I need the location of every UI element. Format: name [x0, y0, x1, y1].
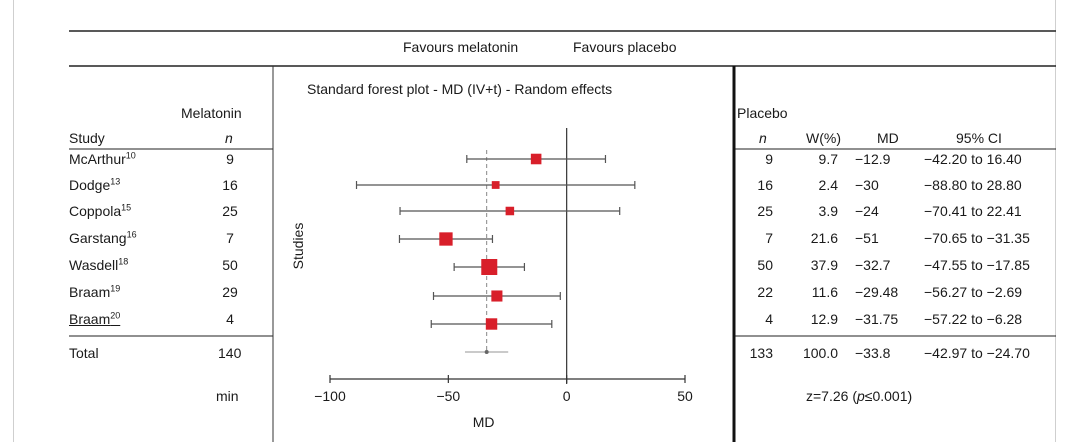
study-label: Braam	[69, 311, 111, 327]
confidence-interval: −56.27 to −2.69	[924, 284, 1023, 300]
pooled-marker	[484, 350, 489, 354]
study-name: Coppola15	[69, 203, 131, 219]
study-label: Coppola	[69, 203, 122, 219]
weight: 21.6	[810, 230, 838, 246]
ci-header: 95% CI	[956, 130, 1002, 146]
total-n-placebo: 133	[749, 345, 773, 361]
n-placebo: 7	[765, 230, 773, 246]
confidence-interval: −70.65 to −31.35	[924, 230, 1030, 246]
study-reference: 10	[125, 150, 136, 161]
y-axis-label: Studies	[290, 223, 306, 270]
n-placebo-header: n	[759, 130, 767, 146]
confidence-interval: −57.22 to −6.28	[924, 311, 1023, 327]
favours-placebo-label: Favours placebo	[573, 39, 677, 55]
study-label: McArthur	[69, 151, 126, 167]
mean-difference: −51	[855, 230, 879, 246]
mean-difference: −24	[855, 203, 879, 219]
study-label: Wasdell	[69, 257, 119, 273]
n-melatonin: 9	[226, 151, 234, 167]
n-melatonin: 7	[226, 230, 234, 246]
study-reference: 16	[126, 229, 137, 240]
favours-melatonin-label: Favours melatonin	[403, 39, 519, 55]
study-name: Garstang16	[69, 230, 137, 246]
confidence-interval: −70.41 to 22.41	[924, 203, 1022, 219]
study-reference: 20	[110, 310, 121, 321]
min-label: min	[216, 388, 239, 404]
n-melatonin: 50	[222, 257, 238, 273]
study-name: Dodge13	[69, 177, 120, 193]
study-name: Braam19	[69, 284, 120, 300]
mean-difference: −29.48	[855, 284, 899, 300]
x-axis-label: MD	[473, 414, 495, 430]
confidence-interval: −42.20 to 16.40	[924, 151, 1022, 167]
mean-difference: −32.7	[855, 257, 891, 273]
weight-header: W(%)	[806, 130, 841, 146]
n-placebo: 25	[757, 203, 773, 219]
x-tick-label: −100	[314, 388, 346, 404]
md-header: MD	[877, 130, 899, 146]
n-placebo: 9	[765, 151, 773, 167]
confidence-interval: −47.55 to −17.85	[924, 257, 1030, 273]
weight: 37.9	[810, 257, 838, 273]
x-tick-label: 0	[563, 388, 571, 404]
placebo-header: Placebo	[737, 105, 788, 121]
study-header: Study	[69, 130, 105, 146]
study-name: Braam20	[69, 311, 120, 327]
n-melatonin: 16	[222, 177, 238, 193]
mean-difference: −12.9	[855, 151, 891, 167]
mean-difference: −30	[855, 177, 879, 193]
total-md: −33.8	[855, 345, 891, 361]
study-reference: 15	[121, 202, 132, 213]
total-n-melatonin: 140	[218, 345, 242, 361]
n-melatonin: 29	[222, 284, 238, 300]
study-label: Garstang	[69, 230, 127, 246]
study-name: Wasdell18	[69, 257, 128, 273]
n-placebo: 4	[765, 311, 773, 327]
n-melatonin: 25	[222, 203, 238, 219]
x-tick-label: 50	[677, 388, 693, 404]
mean-difference: −31.75	[855, 311, 899, 327]
study-reference: 18	[118, 256, 129, 267]
total-weight: 100.0	[802, 345, 838, 361]
effect-marker	[505, 206, 515, 216]
total-ci: −42.97 to −24.70	[924, 345, 1030, 361]
study-label: Braam	[69, 284, 111, 300]
effect-marker	[485, 318, 498, 330]
n-melatonin: 4	[226, 311, 234, 327]
study-reference: 19	[110, 283, 121, 294]
effect-marker	[530, 153, 542, 165]
figure-frame	[13, 0, 1056, 442]
total-label: Total	[69, 345, 99, 361]
weight: 12.9	[810, 311, 838, 327]
plot-title: Standard forest plot - MD (IV+t) - Rando…	[307, 81, 613, 97]
effect-marker	[491, 181, 500, 189]
study-label: Dodge	[69, 177, 111, 193]
n-placebo: 16	[757, 177, 773, 193]
n-melatonin-header: n	[225, 130, 233, 146]
effect-marker	[439, 232, 453, 246]
n-placebo: 22	[757, 284, 773, 300]
weight: 2.4	[818, 177, 838, 193]
n-placebo: 50	[757, 257, 773, 273]
x-tick-label: −50	[436, 388, 460, 404]
study-name: McArthur10	[69, 151, 136, 167]
study-reference: 13	[110, 176, 121, 187]
weight: 9.7	[818, 151, 838, 167]
weight: 11.6	[811, 284, 838, 300]
melatonin-header: Melatonin	[181, 105, 242, 121]
effect-marker	[481, 259, 498, 275]
confidence-interval: −88.80 to 28.80	[924, 177, 1022, 193]
z-statistic: z=7.26 (p≤0.001)	[806, 388, 913, 404]
effect-marker	[491, 290, 503, 302]
weight: 3.9	[818, 203, 838, 219]
